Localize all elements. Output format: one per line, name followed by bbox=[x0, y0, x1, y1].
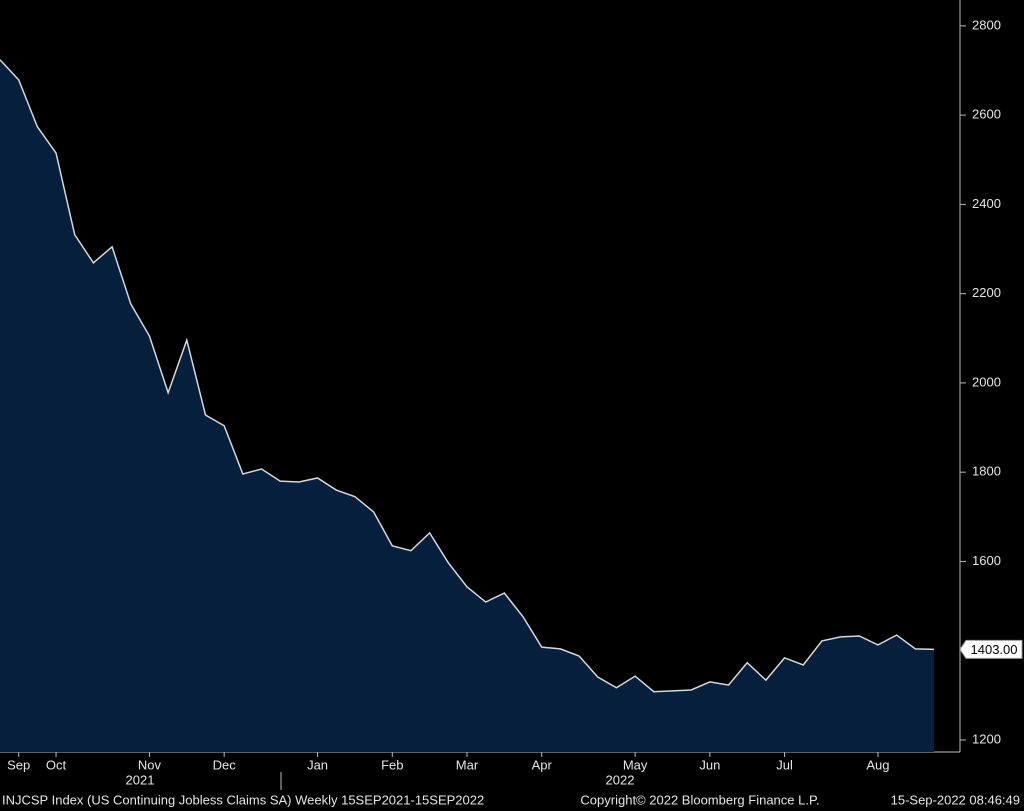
y-tick-label: 1600 bbox=[972, 553, 1001, 568]
y-tick-label: 2600 bbox=[972, 107, 1001, 122]
x-tick-label: Oct bbox=[46, 757, 67, 772]
area-fill bbox=[0, 59, 934, 752]
y-tick-label: 2000 bbox=[972, 374, 1001, 389]
y-tick-label: 2400 bbox=[972, 196, 1001, 211]
footer-copyright: Copyright© 2022 Bloomberg Finance L.P. bbox=[580, 792, 819, 807]
y-tick-label: 1800 bbox=[972, 464, 1001, 479]
line bbox=[0, 59, 935, 693]
x-tick-label: Nov bbox=[138, 757, 162, 772]
x-tick-label: May bbox=[623, 757, 648, 772]
y-tick-label: 1200 bbox=[972, 731, 1001, 746]
last-value-box bbox=[959, 639, 1023, 659]
x-tick-label: Apr bbox=[532, 757, 553, 772]
x-tick-label: Jul bbox=[776, 757, 793, 772]
footer-index: INJCSP Index (US Continuing Jobless Clai… bbox=[2, 792, 484, 807]
y-tick-label: 2200 bbox=[972, 285, 1001, 300]
year-label: 2021 bbox=[126, 772, 155, 787]
y-tick-label: 2800 bbox=[972, 17, 1001, 32]
year-label: 2022 bbox=[606, 772, 635, 787]
x-tick-label: Jan bbox=[307, 757, 328, 772]
x-tick-label: Jun bbox=[699, 757, 720, 772]
x-tick-label: Dec bbox=[213, 757, 237, 772]
last-value-label: 1403.00 bbox=[971, 642, 1018, 657]
x-tick-label: Sep bbox=[7, 757, 30, 772]
x-tick-label: Aug bbox=[866, 757, 889, 772]
footer-timestamp: 15-Sep-2022 08:46:49 bbox=[891, 792, 1020, 807]
x-tick-label: Feb bbox=[381, 757, 403, 772]
x-tick-label: Mar bbox=[456, 757, 479, 772]
